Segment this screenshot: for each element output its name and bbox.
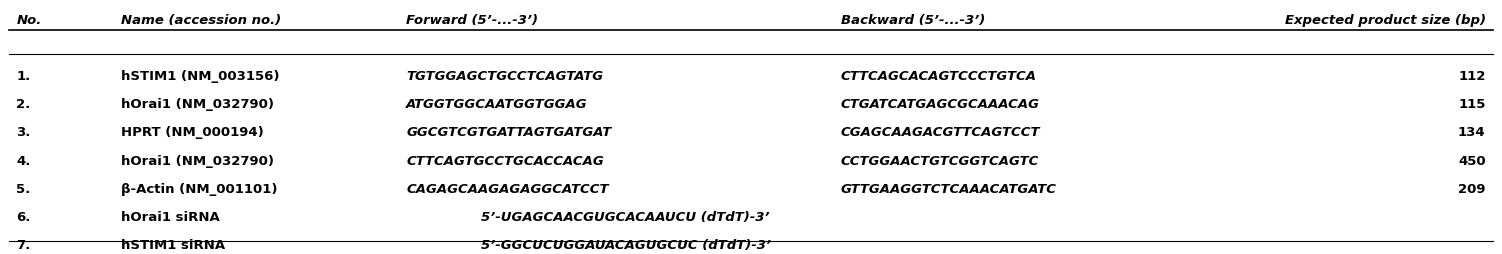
- Text: CTTCAGTGCCTGCACCACAG: CTTCAGTGCCTGCACCACAG: [406, 154, 604, 167]
- Text: 450: 450: [1458, 154, 1485, 167]
- Text: 6.: 6.: [17, 210, 30, 223]
- Text: 5’-UGAGCAACGUGCACAAUCU (dTdT)-3’: 5’-UGAGCAACGUGCACAAUCU (dTdT)-3’: [481, 210, 769, 223]
- Text: 115: 115: [1458, 98, 1485, 111]
- Text: 209: 209: [1458, 182, 1485, 195]
- Text: CAGAGCAAGAGAGGCATCCT: CAGAGCAAGAGAGGCATCCT: [406, 182, 608, 195]
- Text: 5.: 5.: [17, 182, 30, 195]
- Text: CCTGGAACTGTCGGTCAGTC: CCTGGAACTGTCGGTCAGTC: [841, 154, 1039, 167]
- Text: Expected product size (bp): Expected product size (bp): [1284, 14, 1485, 26]
- Text: 4.: 4.: [17, 154, 30, 167]
- Text: hOrai1 (NM_032790): hOrai1 (NM_032790): [122, 154, 275, 167]
- Text: 134: 134: [1458, 126, 1485, 139]
- Text: GTTGAAGGTCTCAAACATGATC: GTTGAAGGTCTCAAACATGATC: [841, 182, 1057, 195]
- Text: Name (accession no.): Name (accession no.): [122, 14, 281, 26]
- Text: TGTGGAGCTGCCTCAGTATG: TGTGGAGCTGCCTCAGTATG: [406, 70, 604, 83]
- Text: hOrai1 siRNA: hOrai1 siRNA: [122, 210, 221, 223]
- Text: 7.: 7.: [17, 238, 30, 251]
- Text: CTTCAGCACAGTCCCTGTCA: CTTCAGCACAGTCCCTGTCA: [841, 70, 1036, 83]
- Text: ATGGTGGCAATGGTGGAG: ATGGTGGCAATGGTGGAG: [406, 98, 587, 111]
- Text: CTGATCATGAGCGCAAACAG: CTGATCATGAGCGCAAACAG: [841, 98, 1039, 111]
- Text: 112: 112: [1458, 70, 1485, 83]
- Text: hOrai1 (NM_032790): hOrai1 (NM_032790): [122, 98, 275, 111]
- Text: Backward (5’-...-3’): Backward (5’-...-3’): [841, 14, 985, 26]
- Text: Forward (5’-...-3’): Forward (5’-...-3’): [406, 14, 538, 26]
- Text: 5’-GGCUCUGGAUACAGUGCUC (dTdT)-3’: 5’-GGCUCUGGAUACAGUGCUC (dTdT)-3’: [481, 238, 771, 251]
- Text: β-Actin (NM_001101): β-Actin (NM_001101): [122, 182, 278, 195]
- Text: HPRT (NM_000194): HPRT (NM_000194): [122, 126, 264, 139]
- Text: hSTIM1 (NM_003156): hSTIM1 (NM_003156): [122, 70, 279, 83]
- Text: GGCGTCGTGATTAGTGATGAT: GGCGTCGTGATTAGTGATGAT: [406, 126, 611, 139]
- Text: 1.: 1.: [17, 70, 30, 83]
- Text: 2.: 2.: [17, 98, 30, 111]
- Text: No.: No.: [17, 14, 42, 26]
- Text: CGAGCAAGACGTTCAGTCCT: CGAGCAAGACGTTCAGTCCT: [841, 126, 1041, 139]
- Text: hSTIM1 siRNA: hSTIM1 siRNA: [122, 238, 225, 251]
- Text: 3.: 3.: [17, 126, 30, 139]
